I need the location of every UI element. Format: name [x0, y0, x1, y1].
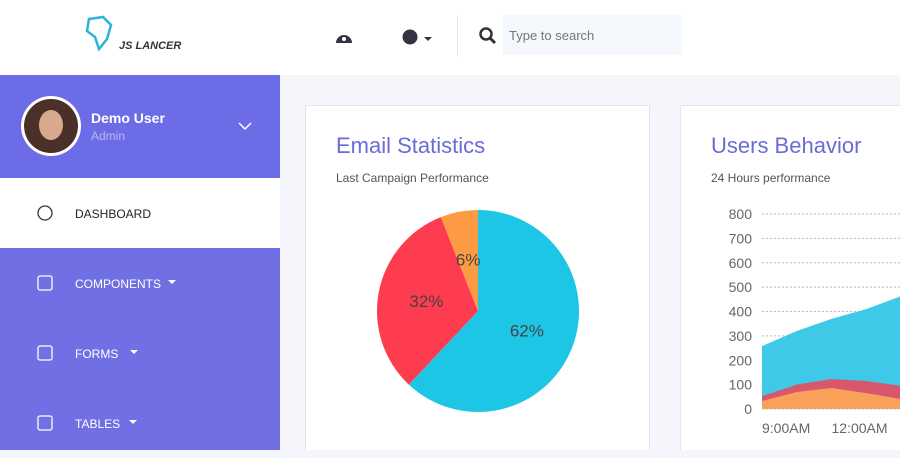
y-tick-label: 200 — [729, 352, 753, 368]
caret — [130, 350, 138, 354]
pie-slice — [408, 210, 579, 412]
nav-icon — [37, 275, 53, 291]
y-tick-label: 700 — [729, 230, 753, 246]
nav-icon — [37, 415, 53, 431]
card-title: Users Behavior — [711, 133, 862, 158]
user-name: Demo User — [91, 110, 165, 126]
y-tick-label: 0 — [744, 401, 752, 417]
nav-label: FORMS — [75, 347, 119, 361]
caret — [129, 420, 137, 424]
area — [762, 388, 900, 409]
y-tick-label: 600 — [729, 255, 753, 271]
email-card: Email Statistics Last Campaign Performan… — [305, 105, 650, 450]
chevron — [238, 122, 252, 131]
nav-item[interactable]: DASHBOARD — [0, 178, 280, 248]
nav-item[interactable]: COMPONENTS — [0, 248, 280, 318]
language-icon[interactable] — [402, 28, 434, 46]
caret — [168, 280, 176, 284]
nav-icon — [37, 205, 53, 221]
card-subtitle: Last Campaign Performance — [336, 171, 489, 185]
y-tick-label: 800 — [729, 206, 753, 222]
divider — [457, 15, 458, 57]
avatar — [21, 96, 81, 156]
search-box[interactable]: Type to search — [503, 15, 682, 55]
y-tick-label: 400 — [729, 304, 753, 320]
user-box[interactable]: Demo User Admin — [0, 75, 280, 178]
nav-item[interactable]: TABLES — [0, 388, 280, 458]
pie-slice — [377, 217, 478, 385]
nav-icon — [37, 345, 53, 361]
x-tick-label: 9:00AM — [762, 420, 810, 436]
nav-label: DASHBOARD — [75, 207, 152, 221]
nav-label: COMPONENTS — [75, 277, 162, 291]
area — [762, 296, 900, 409]
brand: JS LANCER — [119, 40, 181, 52]
user-role: Admin — [91, 129, 126, 143]
logo-icon — [85, 15, 113, 52]
card-title: Email Statistics — [336, 133, 486, 158]
area-chart: 0 100 200 300 400 500 600 700 800 9:00AM 12:00AM — [729, 206, 900, 436]
search-placeholder: Type to search — [509, 28, 595, 43]
nav-item[interactable]: FORMS — [0, 318, 280, 388]
slice-label: 6% — [456, 250, 481, 269]
sidebar: Demo User Admin DASHBOARD COMPONENTS FORMS… — [0, 75, 280, 450]
dashboard-icon[interactable] — [334, 28, 354, 46]
pie-chart: 62% 32% 6% — [377, 210, 579, 412]
slice-label: 32% — [409, 292, 443, 311]
y-tick-label: 100 — [729, 377, 753, 393]
logo[interactable]: JS LANCER — [85, 15, 195, 57]
y-tick-label: 500 — [729, 279, 753, 295]
nav-label: TABLES — [75, 417, 121, 431]
card-subtitle: 24 Hours performance — [711, 171, 831, 185]
search-icon[interactable] — [479, 27, 497, 45]
x-tick-label: 12:00AM — [832, 420, 888, 436]
pie-slice — [440, 210, 478, 311]
slice-label: 62% — [510, 321, 544, 340]
header: JS LANCER Type to search — [0, 0, 900, 75]
y-tick-label: 300 — [729, 328, 753, 344]
users-card: Users Behavior 24 Hours performance 0 100… — [680, 105, 900, 450]
